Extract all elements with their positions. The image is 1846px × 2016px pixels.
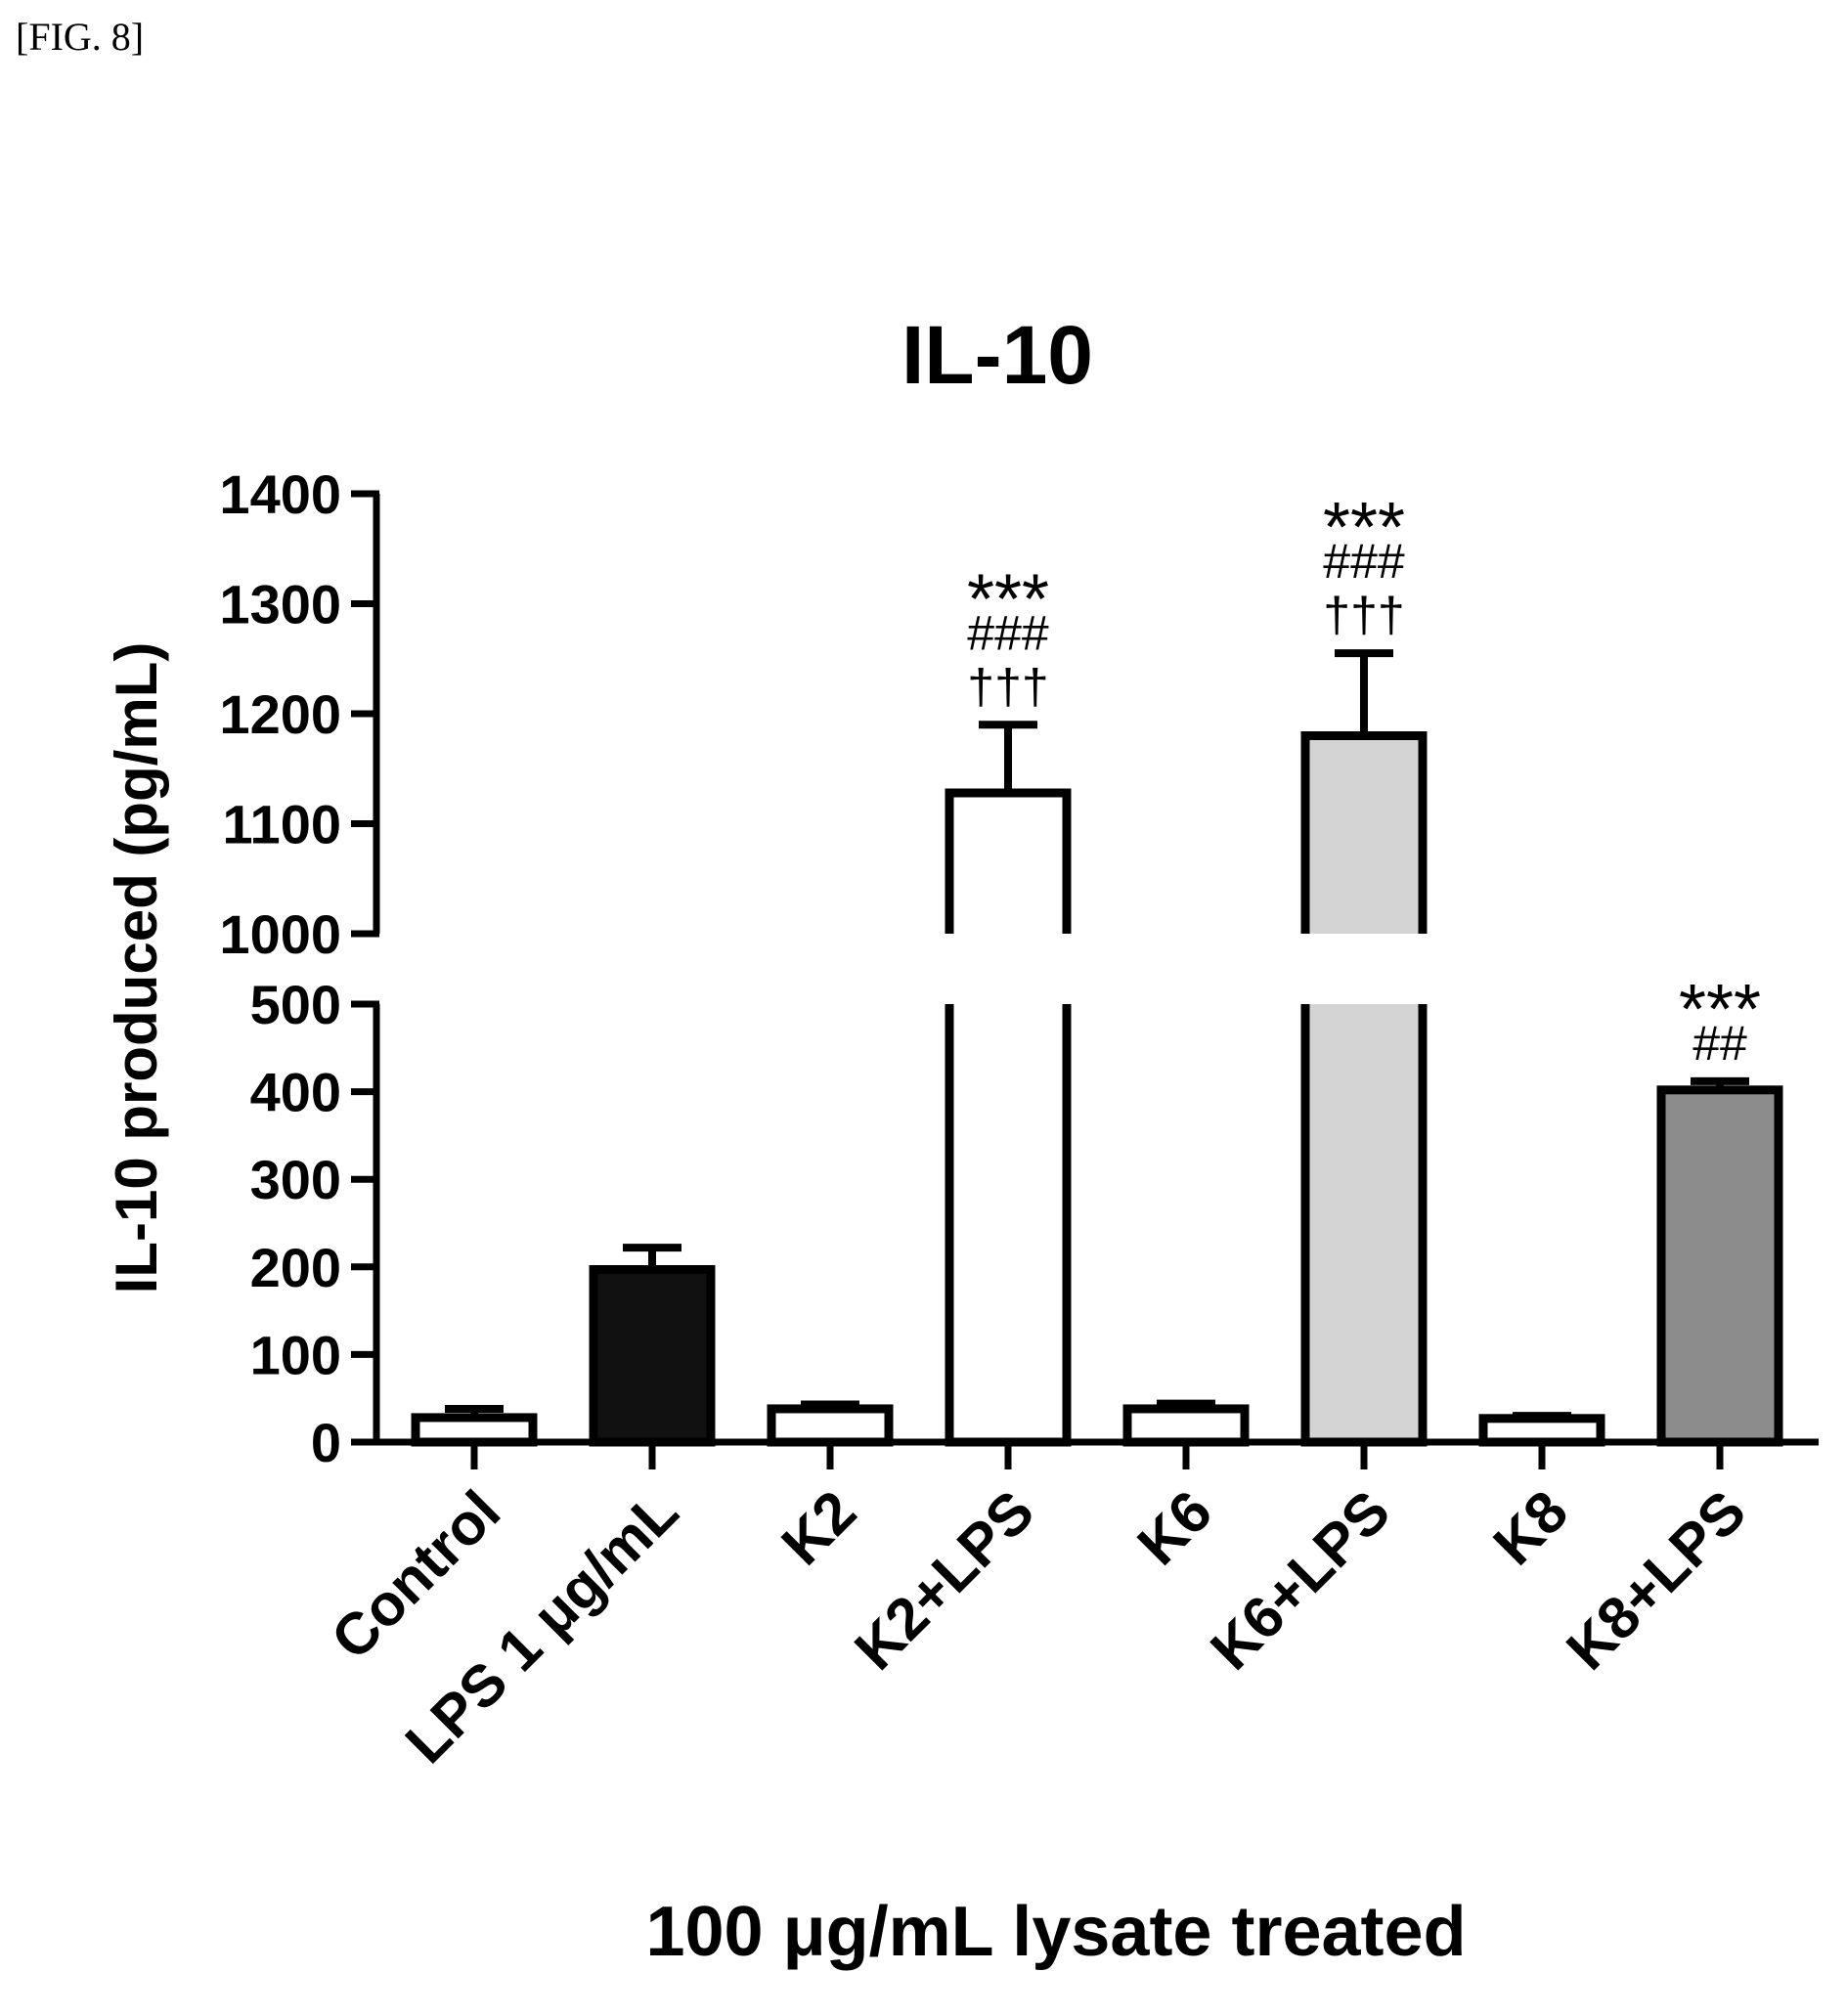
y-tick-label: 300	[250, 1149, 341, 1210]
chart-title: IL-10	[901, 309, 1093, 401]
x-tick-label: K6	[1125, 1478, 1225, 1578]
bar	[949, 793, 1067, 934]
significance-label: †††	[1323, 588, 1404, 642]
bar	[949, 1004, 1067, 1442]
bar	[411, 1413, 538, 1447]
significance-label: †††	[967, 659, 1048, 714]
y-tick-label: 1400	[219, 463, 341, 525]
x-tick-label: K8+LPS	[1554, 1478, 1758, 1683]
significance-label: ##	[1692, 1016, 1747, 1071]
x-tick-label: K8	[1481, 1478, 1581, 1578]
significance-label: ***	[1323, 489, 1405, 567]
y-tick-label: 1300	[219, 574, 341, 635]
y-tick-label: 0	[311, 1412, 341, 1473]
y-tick-label: 1200	[219, 683, 341, 745]
y-tick-label: 1000	[219, 903, 341, 965]
bar	[1478, 1414, 1605, 1447]
significance-label: ***	[967, 560, 1049, 638]
significance-label: ***	[1679, 971, 1761, 1049]
x-tick-label: K2	[769, 1478, 869, 1578]
bar	[767, 1404, 894, 1447]
significance-label: ###	[967, 605, 1049, 660]
y-tick-label: 1100	[223, 794, 342, 855]
bar-outline-lower	[945, 1004, 1072, 1447]
y-tick-label: 500	[250, 974, 341, 1035]
y-tick-label: 400	[250, 1062, 341, 1123]
y-tick-label: 100	[250, 1324, 341, 1385]
y-tick-label: 200	[250, 1237, 341, 1298]
figure-label: [FIG. 8]	[16, 15, 145, 59]
bar	[1656, 1085, 1783, 1447]
x-tick-label: K6+LPS	[1198, 1478, 1402, 1683]
significance-label: ###	[1323, 534, 1405, 589]
bar	[1305, 735, 1423, 934]
bar	[1122, 1404, 1250, 1447]
bar-outline-lower	[1300, 1004, 1428, 1447]
bar	[1305, 1004, 1423, 1442]
y-axis-label: IL-10 produced (pg/mL)	[104, 642, 169, 1294]
x-axis-label: 100 μg/mL lysate treated	[645, 1893, 1466, 1971]
x-tick-label: K2+LPS	[842, 1478, 1046, 1683]
bar	[589, 1264, 716, 1447]
